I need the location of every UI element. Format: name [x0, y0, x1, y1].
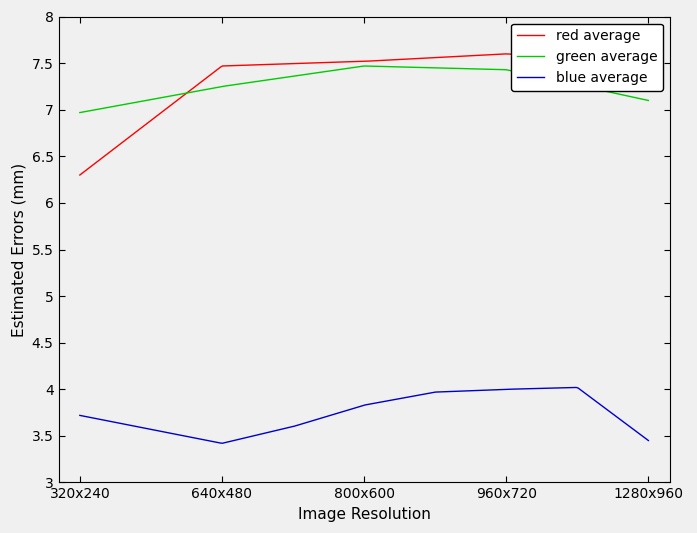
blue average: [414, 392, 422, 398]
blue average: [572, 384, 581, 391]
red average: [424, 55, 432, 61]
red average: [502, 51, 510, 57]
red average: [414, 55, 422, 62]
blue average: [416, 392, 424, 398]
green average: [593, 86, 602, 93]
red average: [557, 53, 565, 60]
green average: [644, 97, 652, 103]
green average: [77, 109, 86, 116]
green average: [414, 64, 422, 70]
blue average: [218, 440, 227, 447]
green average: [361, 63, 369, 69]
blue average: [644, 438, 652, 444]
red average: [593, 55, 602, 62]
green average: [76, 109, 84, 116]
Legend: red average, green average, blue average: red average, green average, blue average: [511, 23, 663, 91]
Line: green average: green average: [80, 66, 648, 112]
X-axis label: Image Resolution: Image Resolution: [298, 507, 431, 522]
blue average: [557, 385, 565, 391]
red average: [77, 171, 86, 177]
blue average: [77, 413, 86, 419]
Y-axis label: Estimated Errors (mm): Estimated Errors (mm): [11, 163, 26, 337]
green average: [557, 78, 565, 85]
red average: [644, 58, 652, 64]
blue average: [595, 400, 603, 407]
blue average: [426, 390, 434, 397]
red average: [412, 55, 420, 62]
blue average: [76, 412, 84, 418]
red average: [76, 172, 84, 178]
green average: [426, 64, 434, 71]
Line: red average: red average: [80, 54, 648, 175]
Line: blue average: blue average: [80, 387, 648, 443]
green average: [416, 64, 424, 71]
